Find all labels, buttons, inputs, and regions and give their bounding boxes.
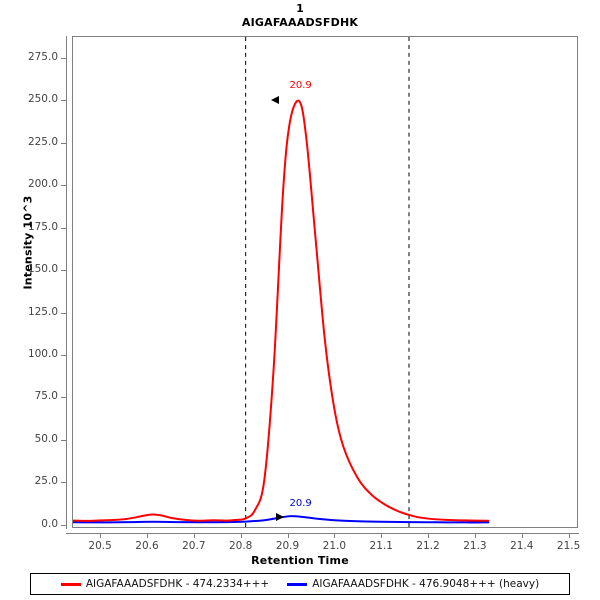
- y-tick-label: 75.0: [34, 390, 58, 403]
- y-tick-label: 225.0: [27, 135, 58, 148]
- y-tick-mark: [61, 397, 66, 399]
- x-tick-label: 20.9: [275, 540, 300, 552]
- x-tick-label: 20.8: [228, 540, 253, 552]
- legend-swatch-light-icon: [60, 582, 81, 586]
- x-tick-label: 21.1: [369, 540, 393, 552]
- x-tick-label: 21.4: [510, 540, 534, 552]
- x-tick-label: 21.0: [322, 540, 347, 552]
- series-line-heavy[interactable]: [73, 515, 490, 524]
- x-tick-mark: [568, 533, 570, 538]
- plot-area[interactable]: [72, 36, 578, 528]
- series-canvas: [73, 37, 490, 527]
- x-tick-mark: [193, 533, 195, 538]
- x-tick-label: 21.2: [416, 540, 440, 552]
- y-tick-mark: [61, 58, 66, 60]
- y-tick-label: 50.0: [34, 432, 58, 445]
- x-tick-mark: [521, 533, 523, 538]
- light-peak-marker-icon[interactable]: [270, 96, 279, 105]
- y-tick-mark: [61, 439, 66, 441]
- y-tick-label: 200.0: [27, 178, 58, 191]
- series-line-light[interactable]: [73, 99, 490, 522]
- x-tick-mark: [428, 533, 430, 538]
- peptide-sequence-title: AIGAFAAADSFDHK: [241, 16, 359, 29]
- legend-label-heavy: AIGAFAAADSFDHK - 476.9048+++ (heavy): [312, 578, 540, 590]
- y-tick-label: 125.0: [27, 305, 58, 318]
- y-tick-label: 100.0: [27, 347, 58, 360]
- x-tick-mark: [146, 533, 148, 538]
- chart-title-block: 1 AIGAFAAADSFDHK: [0, 2, 600, 30]
- y-tick-label: 150.0: [27, 263, 58, 276]
- y-tick-mark: [61, 354, 66, 356]
- x-tick-label: 20.7: [182, 540, 206, 552]
- x-tick-label: 20.6: [135, 540, 159, 552]
- y-tick-label: 175.0: [27, 220, 58, 233]
- x-tick-label: 20.5: [88, 540, 112, 552]
- x-axis-label: Retention Time: [251, 554, 349, 567]
- legend: AIGAFAAADSFDHK - 474.2334+++ AIGAFAAADSF…: [30, 573, 570, 595]
- y-tick-label: 25.0: [34, 475, 58, 488]
- y-axis-label: Intensity 10^3: [21, 195, 35, 290]
- y-tick-label: 275.0: [27, 51, 58, 64]
- legend-item-light[interactable]: AIGAFAAADSFDHK - 474.2334+++: [60, 578, 270, 590]
- legend-label-light: AIGAFAAADSFDHK - 474.2334+++: [85, 578, 270, 590]
- y-axis-spine: [66, 36, 67, 529]
- legend-item-heavy[interactable]: AIGAFAAADSFDHK - 476.9048+++ (heavy): [287, 578, 539, 590]
- x-tick-mark: [474, 533, 476, 538]
- x-tick-mark: [287, 533, 289, 538]
- y-tick-mark: [61, 312, 66, 314]
- y-tick-mark: [61, 270, 66, 272]
- y-tick-mark: [61, 482, 66, 484]
- x-tick-mark: [240, 533, 242, 538]
- page-title: 1: [296, 2, 304, 15]
- x-tick-mark: [100, 533, 102, 538]
- x-tick-mark: [334, 533, 336, 538]
- y-tick-mark: [61, 227, 66, 229]
- heavy-peak-marker-icon[interactable]: [275, 512, 284, 521]
- y-tick-mark: [61, 142, 66, 144]
- y-tick-label: 250.0: [27, 93, 58, 106]
- x-tick-label: 21.3: [463, 540, 487, 552]
- x-tick-label: 21.5: [556, 540, 581, 552]
- y-tick-label: 0.0: [41, 517, 58, 530]
- y-tick-mark: [61, 185, 66, 187]
- y-tick-mark: [61, 100, 66, 102]
- x-axis-spine: [66, 533, 579, 534]
- y-tick-mark: [61, 524, 66, 526]
- legend-swatch-heavy-icon: [287, 582, 308, 586]
- x-tick-mark: [381, 533, 383, 538]
